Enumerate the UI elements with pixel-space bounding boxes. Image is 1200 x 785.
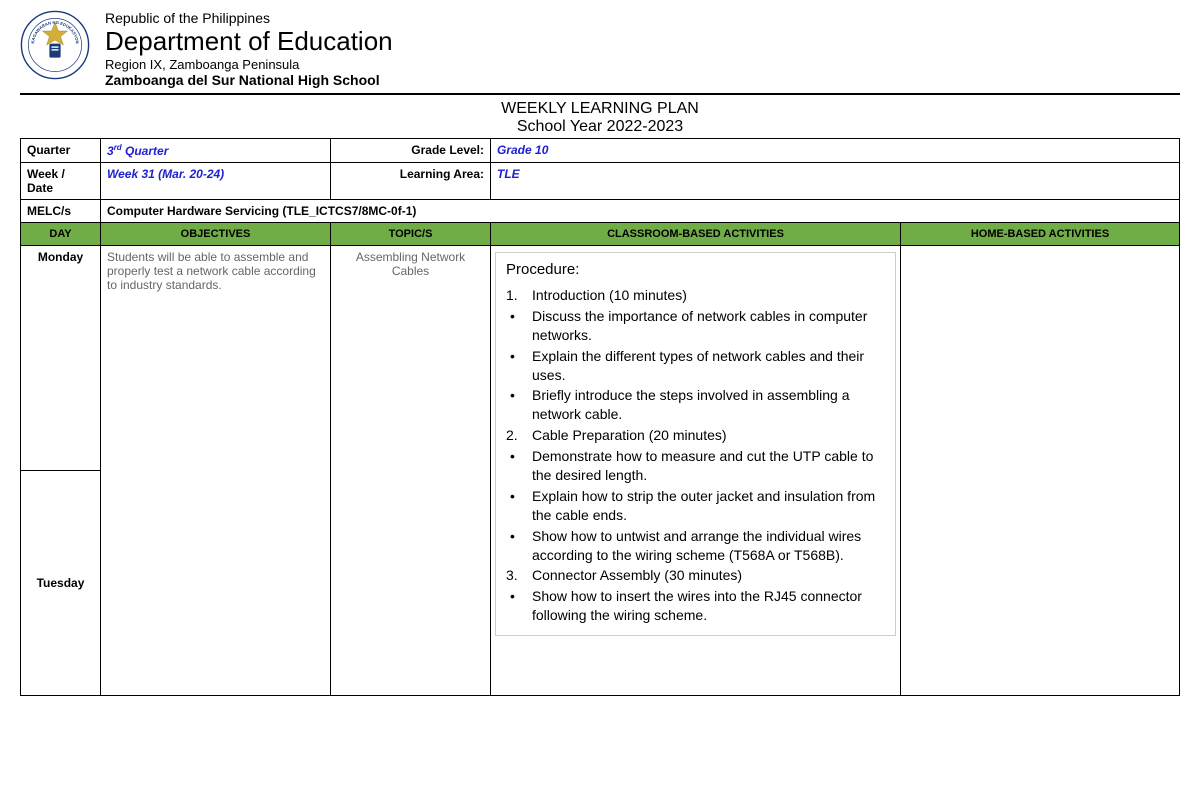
- objectives-cell: Students will be able to assemble and pr…: [101, 246, 331, 696]
- col-topic: TOPIC/S: [331, 223, 491, 246]
- procedure-list: Introduction (10 minutes) Discuss the imp…: [506, 286, 885, 625]
- info-row-melc: MELC/s Computer Hardware Servicing (TLE_…: [21, 200, 1180, 223]
- document-header: KAGAWARAN NG EDUKASYON Republic of the P…: [20, 10, 1180, 95]
- day-monday: Monday: [21, 246, 101, 471]
- procedure-item: Briefly introduce the steps involved in …: [524, 386, 885, 424]
- day-tuesday: Tuesday: [21, 471, 101, 696]
- title-line1: WEEKLY LEARNING PLAN: [20, 100, 1180, 118]
- week-label: Week / Date: [21, 163, 101, 200]
- header-department: Department of Education: [105, 26, 393, 57]
- learning-plan-table: Quarter 3rd Quarter Grade Level: Grade 1…: [20, 138, 1180, 696]
- deped-seal-icon: KAGAWARAN NG EDUKASYON: [20, 10, 90, 80]
- quarter-post: Quarter: [122, 144, 169, 158]
- home-activities-cell: [901, 246, 1180, 696]
- quarter-pre: 3: [107, 144, 114, 158]
- classroom-activities-cell: Procedure: Introduction (10 minutes) Disc…: [491, 246, 901, 696]
- melc-value: Computer Hardware Servicing (TLE_ICTCS7/…: [101, 200, 1180, 223]
- header-republic: Republic of the Philippines: [105, 10, 393, 26]
- col-day: DAY: [21, 223, 101, 246]
- quarter-sup: rd: [114, 143, 122, 152]
- procedure-item: Introduction (10 minutes): [524, 286, 885, 305]
- title-line2: School Year 2022-2023: [20, 118, 1180, 136]
- grade-label: Grade Level:: [331, 139, 491, 163]
- header-text-block: Republic of the Philippines Department o…: [105, 10, 393, 88]
- quarter-label: Quarter: [21, 139, 101, 163]
- topic-cell: Assembling Network Cables: [331, 246, 491, 696]
- procedure-item: Show how to insert the wires into the RJ…: [524, 587, 885, 625]
- procedure-item: Discuss the importance of network cables…: [524, 307, 885, 345]
- col-classroom: CLASSROOM-BASED ACTIVITIES: [491, 223, 901, 246]
- grade-value: Grade 10: [491, 139, 1180, 163]
- procedure-item: Explain the different types of network c…: [524, 347, 885, 385]
- title-block: WEEKLY LEARNING PLAN School Year 2022-20…: [20, 100, 1180, 136]
- col-objectives: OBJECTIVES: [101, 223, 331, 246]
- procedure-item: Connector Assembly (30 minutes): [524, 566, 885, 585]
- procedure-item: Cable Preparation (20 minutes): [524, 426, 885, 445]
- content-row-monday: Monday Students will be able to assemble…: [21, 246, 1180, 471]
- col-home: HOME-BASED ACTIVITIES: [901, 223, 1180, 246]
- procedure-item: Show how to untwist and arrange the indi…: [524, 527, 885, 565]
- procedure-item: Explain how to strip the outer jacket an…: [524, 487, 885, 525]
- procedure-box: Procedure: Introduction (10 minutes) Disc…: [495, 252, 896, 636]
- procedure-item: Demonstrate how to measure and cut the U…: [524, 447, 885, 485]
- info-row-week: Week / Date Week 31 (Mar. 20-24) Learnin…: [21, 163, 1180, 200]
- procedure-heading: Procedure:: [506, 261, 885, 278]
- area-value: TLE: [491, 163, 1180, 200]
- info-row-quarter: Quarter 3rd Quarter Grade Level: Grade 1…: [21, 139, 1180, 163]
- header-school: Zamboanga del Sur National High School: [105, 72, 393, 88]
- area-label: Learning Area:: [331, 163, 491, 200]
- week-value: Week 31 (Mar. 20-24): [101, 163, 331, 200]
- column-header-row: DAY OBJECTIVES TOPIC/S CLASSROOM-BASED A…: [21, 223, 1180, 246]
- header-region: Region IX, Zamboanga Peninsula: [105, 57, 393, 72]
- melc-label: MELC/s: [21, 200, 101, 223]
- quarter-value: 3rd Quarter: [101, 139, 331, 163]
